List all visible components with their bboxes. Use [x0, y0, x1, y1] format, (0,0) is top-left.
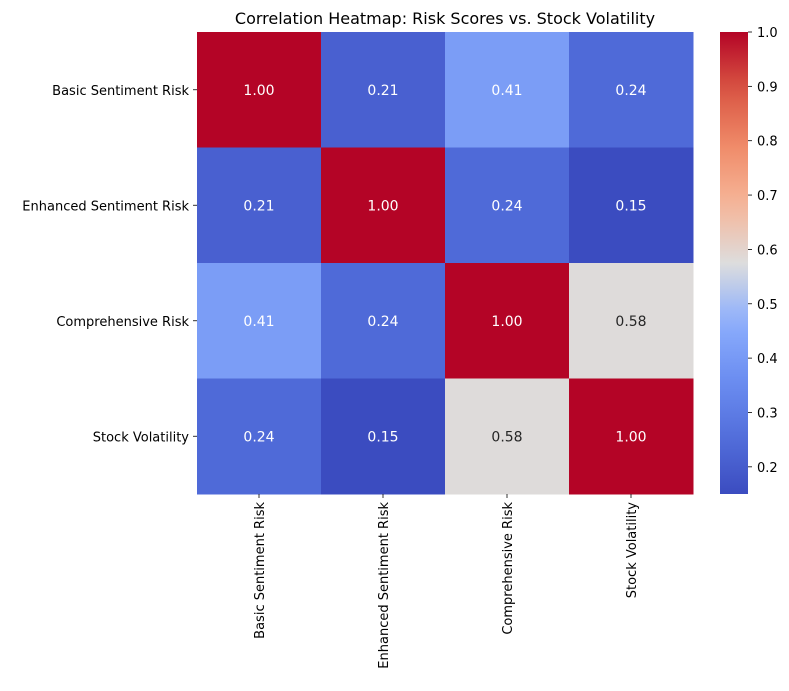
- y-tick-label: Comprehensive Risk: [56, 315, 189, 330]
- heatmap-cell-label-r2-c2: 1.00: [491, 314, 522, 330]
- x-tick-label: Enhanced Sentiment Risk: [377, 502, 392, 669]
- heatmap-cell-r2-c3: [569, 263, 694, 379]
- heatmap-cell-labels: 1.00 0.21 0.41 0.24 0.21 1.00 0.24 0.15 0.41 0.24…: [243, 83, 646, 446]
- x-tick-label: Stock Volatility: [625, 502, 640, 599]
- heatmap-cell-label-r3-c3: 1.00: [615, 429, 646, 445]
- heatmap-cell-label-r2-c3: 0.58: [615, 314, 646, 330]
- heatmap-cell-label-r1-c0: 0.21: [243, 198, 274, 214]
- heatmap-cell-r3-c0: [197, 378, 322, 495]
- heatmap-cell-r3-c1: [321, 378, 446, 495]
- y-tick-label: Basic Sentiment Risk: [52, 84, 189, 99]
- heatmap-cell-label-r2-c1: 0.24: [367, 314, 398, 330]
- heatmap-cell-label-r0-c3: 0.24: [615, 83, 646, 99]
- heatmap-cell-r0-c0: [197, 32, 322, 148]
- x-tick-label: Comprehensive Risk: [501, 502, 516, 635]
- colorbar-tick-label: 0.8: [757, 135, 778, 150]
- heatmap-cell-label-r1-c2: 0.24: [491, 198, 522, 214]
- colorbar-tick-label: 0.6: [757, 243, 778, 258]
- heatmap-cell-label-r3-c0: 0.24: [243, 429, 274, 445]
- heatmap-cell-label-r3-c1: 0.15: [367, 429, 398, 445]
- heatmap-cells: [197, 32, 694, 495]
- heatmap-cell-label-r0-c1: 0.21: [367, 83, 398, 99]
- heatmap-cell-label-r2-c0: 0.41: [243, 314, 274, 330]
- heatmap-cell-r1-c2: [445, 147, 570, 264]
- chart-title: Correlation Heatmap: Risk Scores vs. Sto…: [235, 9, 655, 28]
- x-tick-label: Basic Sentiment Risk: [253, 502, 268, 639]
- heatmap-cell-r0-c2: [445, 32, 570, 148]
- heatmap-cell-r3-c2: [445, 378, 570, 495]
- colorbar: 0.2 0.3 0.4 0.5 0.6 0.7 0.8 0.9 1.0: [720, 26, 778, 494]
- colorbar-tick-label: 0.5: [757, 298, 778, 313]
- colorbar-tick-label: 0.4: [757, 352, 778, 367]
- heatmap-cell-label-r3-c2: 0.58: [491, 429, 522, 445]
- colorbar-tick-label: 0.7: [757, 189, 778, 204]
- heatmap-cell-r1-c3: [569, 147, 694, 264]
- heatmap-cell-r2-c0: [197, 263, 322, 379]
- y-tick-label: Enhanced Sentiment Risk: [22, 199, 189, 214]
- colorbar-tick-label: 0.9: [757, 80, 778, 95]
- colorbar-tick-label: 0.2: [757, 461, 778, 476]
- heatmap-cell-label-r0-c0: 1.00: [243, 83, 274, 99]
- heatmap-cell-label-r0-c2: 0.41: [491, 83, 522, 99]
- heatmap-cell-r1-c1: [321, 147, 446, 264]
- y-axis-tick-labels: Basic Sentiment Risk Enhanced Sentiment R…: [22, 84, 197, 445]
- y-tick-label: Stock Volatility: [93, 430, 190, 445]
- heatmap-cell-r2-c1: [321, 263, 446, 379]
- colorbar-gradient: [720, 32, 748, 494]
- colorbar-tick-label: 0.3: [757, 406, 778, 421]
- colorbar-tick-label: 1.0: [757, 26, 778, 41]
- heatmap-cell-label-r1-c1: 1.00: [367, 198, 398, 214]
- heatmap-cell-r0-c1: [321, 32, 446, 148]
- heatmap-cell-r1-c0: [197, 147, 322, 264]
- heatmap-cell-label-r1-c3: 0.15: [615, 198, 646, 214]
- heatmap-cell-r0-c3: [569, 32, 694, 148]
- heatmap-cell-r2-c2: [445, 263, 570, 379]
- heatmap-cell-r3-c3: [569, 378, 694, 495]
- x-axis-tick-labels: Basic Sentiment Risk Enhanced Sentiment R…: [253, 494, 640, 669]
